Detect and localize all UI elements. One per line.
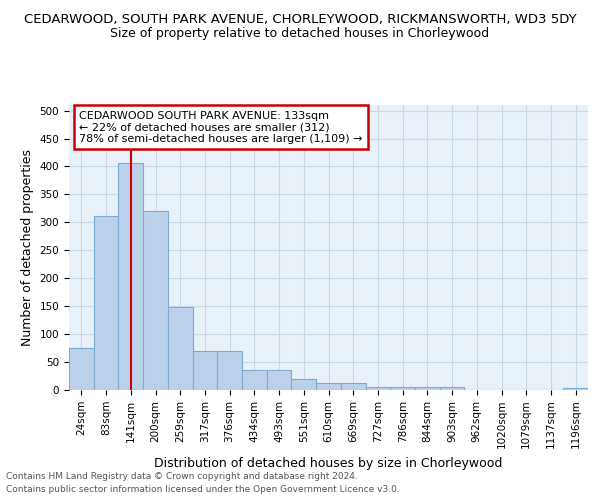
Bar <box>193 351 217 390</box>
Bar <box>365 386 390 390</box>
Text: Contains HM Land Registry data © Crown copyright and database right 2024.: Contains HM Land Registry data © Crown c… <box>6 472 358 481</box>
Bar <box>94 216 118 390</box>
Bar <box>168 306 193 390</box>
Bar <box>267 370 292 390</box>
Bar <box>415 386 440 390</box>
Bar <box>143 211 168 390</box>
Text: Contains public sector information licensed under the Open Government Licence v3: Contains public sector information licen… <box>6 485 400 494</box>
Bar <box>242 370 267 390</box>
Bar <box>390 386 415 390</box>
Bar <box>341 382 365 390</box>
Text: CEDARWOOD, SOUTH PARK AVENUE, CHORLEYWOOD, RICKMANSWORTH, WD3 5DY: CEDARWOOD, SOUTH PARK AVENUE, CHORLEYWOO… <box>23 12 577 26</box>
Text: Size of property relative to detached houses in Chorleywood: Size of property relative to detached ho… <box>110 28 490 40</box>
Bar <box>118 162 143 390</box>
Bar <box>563 388 588 390</box>
X-axis label: Distribution of detached houses by size in Chorleywood: Distribution of detached houses by size … <box>154 457 503 470</box>
Bar <box>69 348 94 390</box>
Bar <box>292 379 316 390</box>
Bar <box>440 387 464 390</box>
Bar <box>217 351 242 390</box>
Text: CEDARWOOD SOUTH PARK AVENUE: 133sqm
← 22% of detached houses are smaller (312)
7: CEDARWOOD SOUTH PARK AVENUE: 133sqm ← 22… <box>79 110 363 144</box>
Y-axis label: Number of detached properties: Number of detached properties <box>21 149 34 346</box>
Bar <box>316 382 341 390</box>
